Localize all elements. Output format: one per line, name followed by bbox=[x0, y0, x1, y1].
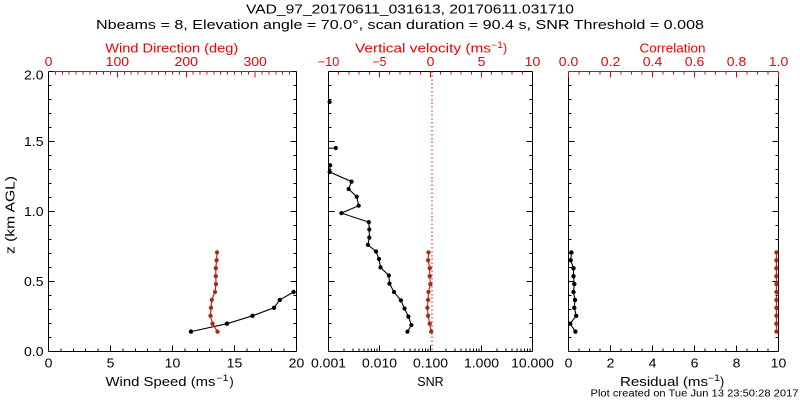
svg-text:Residual (ms: Residual (ms bbox=[620, 375, 708, 389]
svg-text:0: 0 bbox=[45, 357, 53, 371]
svg-text:0.4: 0.4 bbox=[643, 55, 663, 69]
svg-text:15: 15 bbox=[227, 357, 243, 371]
svg-text:1.000: 1.000 bbox=[464, 357, 499, 371]
svg-text:1.0: 1.0 bbox=[24, 205, 44, 219]
svg-text:0.100: 0.100 bbox=[413, 357, 448, 371]
svg-text:5: 5 bbox=[478, 55, 486, 69]
svg-text:5: 5 bbox=[107, 357, 115, 371]
svg-text:−5: −5 bbox=[373, 55, 387, 69]
svg-text:): ) bbox=[230, 375, 234, 389]
svg-text:VAD_97_20170611_031613, 201706: VAD_97_20170611_031613, 20170611.031710 bbox=[246, 2, 574, 16]
svg-text:0.001: 0.001 bbox=[311, 357, 346, 371]
svg-text:0: 0 bbox=[427, 55, 435, 69]
svg-text:0.010: 0.010 bbox=[362, 357, 397, 371]
svg-text:−1: −1 bbox=[708, 373, 720, 383]
svg-text:10.000: 10.000 bbox=[511, 357, 554, 371]
svg-text:4: 4 bbox=[649, 357, 657, 371]
svg-text:0: 0 bbox=[45, 55, 53, 69]
svg-text:z (km AGL): z (km AGL) bbox=[4, 176, 18, 254]
svg-text:): ) bbox=[503, 42, 507, 56]
svg-text:−10: −10 bbox=[318, 55, 340, 69]
svg-text:0.5: 0.5 bbox=[24, 275, 44, 289]
svg-text:10: 10 bbox=[165, 357, 181, 371]
svg-text:10: 10 bbox=[525, 55, 541, 69]
svg-text:): ) bbox=[720, 375, 724, 389]
svg-text:2: 2 bbox=[607, 357, 615, 371]
svg-text:300: 300 bbox=[243, 55, 266, 69]
svg-text:0: 0 bbox=[565, 357, 573, 371]
svg-text:0.0: 0.0 bbox=[24, 345, 44, 359]
svg-text:0.8: 0.8 bbox=[727, 55, 747, 69]
svg-text:8: 8 bbox=[733, 357, 741, 371]
svg-text:Correlation: Correlation bbox=[640, 42, 706, 56]
svg-text:1.0: 1.0 bbox=[769, 55, 789, 69]
svg-text:0.0: 0.0 bbox=[559, 55, 579, 69]
svg-text:6: 6 bbox=[691, 357, 699, 371]
svg-text:−1: −1 bbox=[217, 373, 229, 383]
svg-text:0.2: 0.2 bbox=[601, 55, 621, 69]
svg-text:Vertical velocity (ms: Vertical velocity (ms bbox=[355, 42, 491, 56]
svg-text:−1: −1 bbox=[491, 40, 503, 50]
svg-text:SNR: SNR bbox=[417, 375, 443, 389]
svg-text:Nbeams = 8, Elevation angle =: Nbeams = 8, Elevation angle = 70.0°, sca… bbox=[96, 18, 704, 32]
svg-text:0.6: 0.6 bbox=[685, 55, 705, 69]
svg-text:Plot created on Tue Jun 13 23:: Plot created on Tue Jun 13 23:50:28 2017 bbox=[591, 389, 799, 400]
svg-text:100: 100 bbox=[106, 55, 129, 69]
svg-text:Wind Direction (deg): Wind Direction (deg) bbox=[105, 42, 238, 56]
svg-text:20: 20 bbox=[289, 357, 305, 371]
svg-text:200: 200 bbox=[175, 55, 198, 69]
svg-text:2.0: 2.0 bbox=[24, 69, 44, 83]
svg-text:Wind Speed (ms: Wind Speed (ms bbox=[106, 375, 216, 389]
svg-text:1.5: 1.5 bbox=[24, 135, 44, 149]
svg-text:10: 10 bbox=[771, 357, 787, 371]
